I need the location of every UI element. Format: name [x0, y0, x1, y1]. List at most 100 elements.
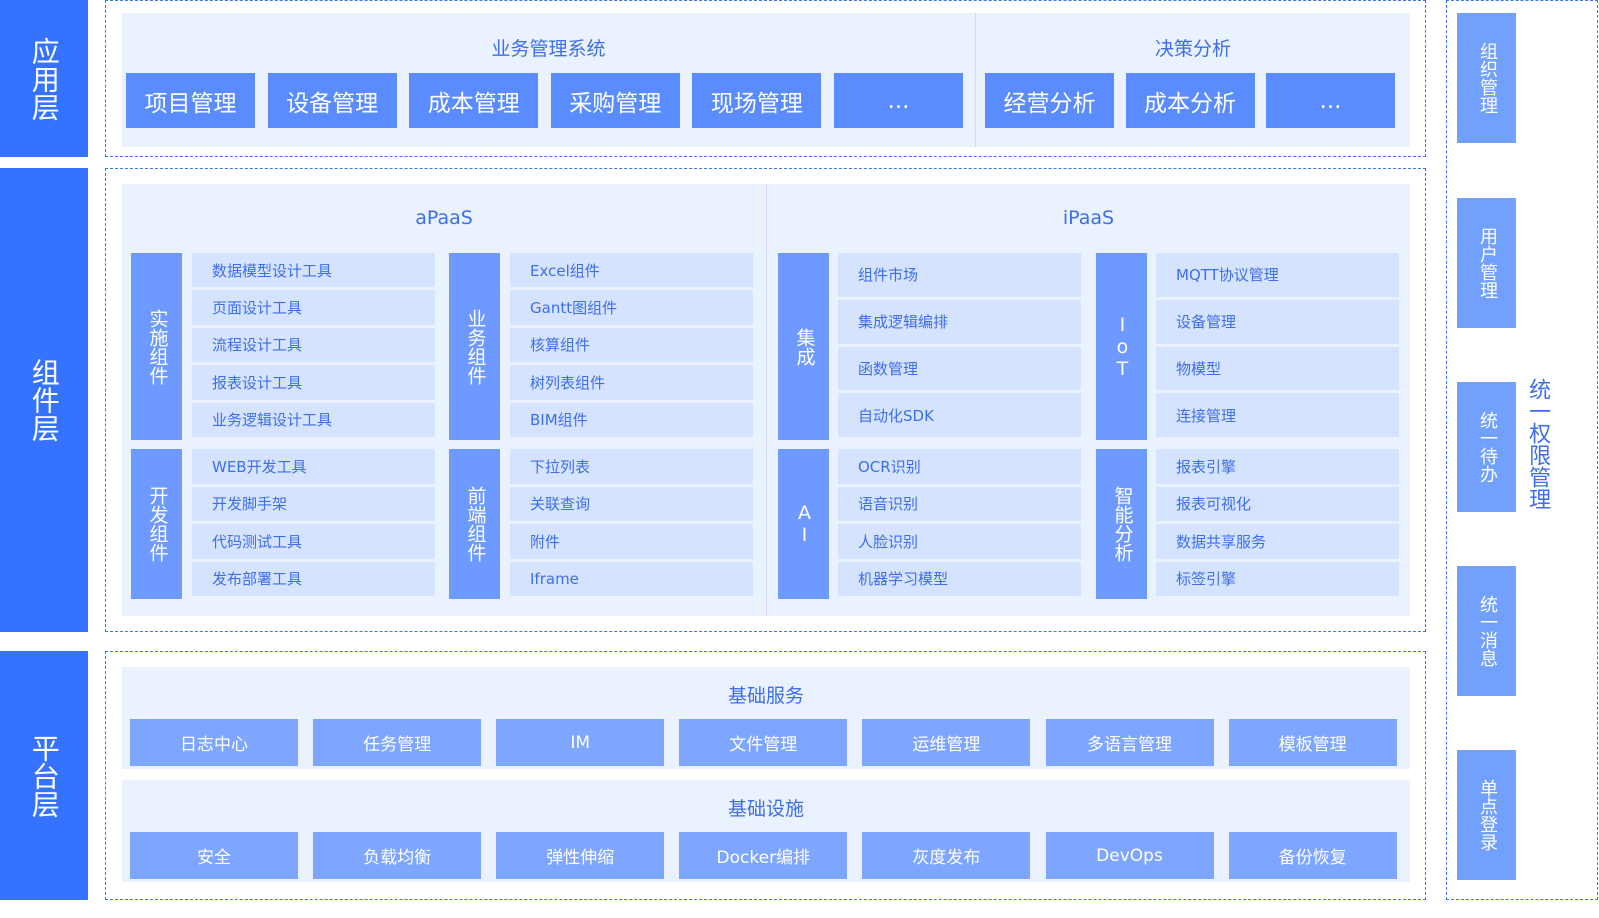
- component-item: 关联查询: [510, 486, 753, 521]
- group-label-label: 前端组件: [464, 486, 487, 562]
- permission-item-label: 用户管理: [1476, 227, 1498, 299]
- app-item: 项目管理: [126, 73, 255, 128]
- component-item: 开发脚手架: [192, 486, 435, 521]
- permissions-title-label: 统一权限管理: [1525, 378, 1551, 510]
- layer-label-1-label: 组件层: [27, 358, 61, 442]
- component-item: WEB开发工具: [192, 449, 435, 484]
- component-item: 下拉列表: [510, 449, 753, 484]
- platform-item: 安全: [130, 832, 298, 879]
- platform-item: 灰度发布: [862, 832, 1031, 879]
- group-label-label: 集成: [793, 327, 816, 366]
- app-item: 成本分析: [1125, 73, 1255, 128]
- component-item: 报表引擎: [1156, 449, 1399, 484]
- platform-item: 备份恢复: [1228, 832, 1397, 879]
- component-item: 发布部署工具: [192, 561, 435, 596]
- group-label-label: AI: [793, 502, 816, 546]
- component-item: 物模型: [1156, 346, 1399, 391]
- app-item: 采购管理: [550, 73, 680, 128]
- permission-item-label: 统一消息: [1476, 595, 1498, 667]
- layer-label-0: 应用层: [0, 0, 88, 157]
- business-title: 业务管理系统: [491, 38, 606, 60]
- group-label: 开发组件: [131, 449, 182, 599]
- permission-item-label: 统一待办: [1476, 411, 1498, 483]
- platform-item: 弹性伸缩: [496, 832, 665, 879]
- platform-item: 文件管理: [679, 719, 848, 766]
- layer-label-0-label: 应用层: [27, 36, 61, 121]
- app-item: 成本管理: [409, 73, 539, 128]
- component-item: 业务逻辑设计工具: [192, 402, 435, 437]
- permissions-title: 统一权限管理: [1525, 378, 1554, 516]
- permission-item: 组织管理: [1457, 13, 1516, 143]
- component-item: 标签引擎: [1156, 561, 1399, 596]
- layer-label-2-label: 平台层: [27, 733, 61, 818]
- group-label: 实施组件: [131, 253, 182, 440]
- platform-item: 任务管理: [313, 719, 482, 766]
- group-label: AI: [778, 449, 829, 599]
- component-item: 设备管理: [1156, 299, 1399, 344]
- component-item: Iframe: [510, 561, 753, 596]
- dashed-frame-0: [105, 0, 1426, 157]
- component-item: BIM组件: [510, 402, 753, 437]
- component-item: 函数管理: [838, 346, 1081, 391]
- group-label: 智能分析: [1096, 449, 1147, 599]
- component-item: Gantt图组件: [510, 290, 753, 325]
- app-item: ...: [1266, 73, 1395, 128]
- platform-item: Docker编排: [679, 832, 848, 879]
- permission-item: 单点登录: [1457, 750, 1516, 880]
- component-item: OCR识别: [838, 449, 1081, 484]
- permission-item: 用户管理: [1457, 198, 1516, 328]
- group-label: 前端组件: [449, 449, 500, 599]
- component-item: 语音识别: [838, 486, 1081, 521]
- app-divider: [975, 13, 976, 147]
- decision-title: 决策分析: [1154, 38, 1231, 60]
- app-item: 现场管理: [692, 73, 822, 128]
- component-item: 页面设计工具: [192, 290, 435, 325]
- component-item: 机器学习模型: [838, 561, 1081, 596]
- dashed-frame-3: [1446, 0, 1598, 900]
- component-item: 附件: [510, 524, 753, 559]
- platform-item: 运维管理: [862, 719, 1031, 766]
- component-item: 数据模型设计工具: [192, 253, 435, 288]
- dashed-frame-1: [105, 168, 1426, 632]
- layer-label-1: 组件层: [0, 168, 88, 632]
- component-item: 人脸识别: [838, 524, 1081, 559]
- permission-item: 统一待办: [1457, 382, 1516, 512]
- dashed-frame-2: [105, 651, 1426, 900]
- component-item: 连接管理: [1156, 393, 1399, 437]
- component-item: 数据共享服务: [1156, 524, 1399, 559]
- platform-item: 日志中心: [130, 719, 298, 766]
- platform-item: DevOps: [1045, 832, 1214, 879]
- component-item: 树列表组件: [510, 365, 753, 400]
- platform-item: IM: [496, 719, 665, 766]
- group-label-label: 智能分析: [1111, 486, 1134, 562]
- apaas-title: aPaaS: [415, 207, 473, 229]
- component-item: 报表可视化: [1156, 486, 1399, 521]
- permission-item: 统一消息: [1457, 566, 1516, 696]
- group-label-label: 业务组件: [464, 308, 487, 385]
- group-label: IoT: [1096, 253, 1147, 440]
- permission-item-label: 单点登录: [1476, 779, 1498, 851]
- component-item: MQTT协议管理: [1156, 253, 1399, 297]
- app-item: ...: [834, 73, 963, 128]
- group-label-label: 实施组件: [146, 308, 169, 385]
- permission-item-label: 组织管理: [1476, 42, 1498, 114]
- platform-item: 多语言管理: [1045, 719, 1214, 766]
- component-item: 核算组件: [510, 327, 753, 363]
- group-label-label: IoT: [1111, 313, 1134, 380]
- ipaas-title: iPaaS: [1062, 207, 1115, 229]
- app-item: 设备管理: [267, 73, 397, 128]
- services-title: 基础服务: [727, 685, 804, 707]
- component-item: 报表设计工具: [192, 365, 435, 400]
- group-label-label: 开发组件: [146, 486, 169, 562]
- infra-title: 基础设施: [727, 798, 804, 820]
- component-item: Excel组件: [510, 253, 753, 288]
- component-item: 代码测试工具: [192, 524, 435, 559]
- group-label: 集成: [778, 253, 829, 440]
- component-divider: [766, 184, 767, 616]
- component-item: 流程设计工具: [192, 327, 435, 363]
- platform-item: 模板管理: [1228, 719, 1397, 766]
- group-label: 业务组件: [449, 253, 500, 440]
- component-item: 自动化SDK: [838, 393, 1081, 437]
- component-item: 集成逻辑编排: [838, 299, 1081, 344]
- platform-item: 负载均衡: [313, 832, 482, 879]
